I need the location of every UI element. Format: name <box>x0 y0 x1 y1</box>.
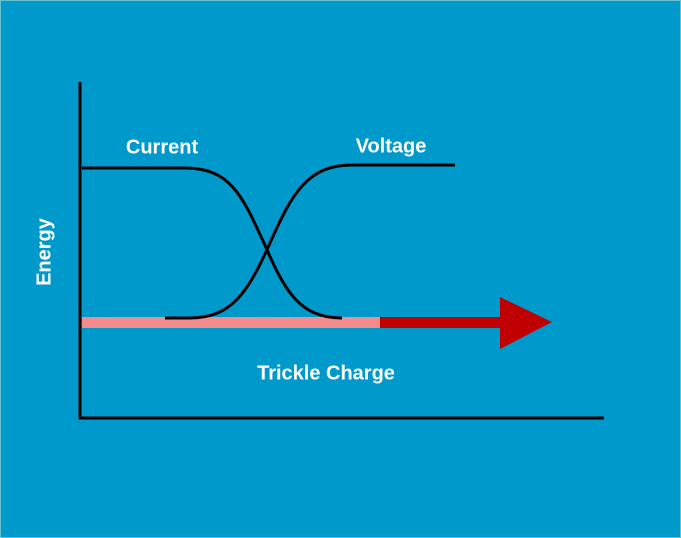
voltage-label: Voltage <box>356 135 427 157</box>
current-label: Current <box>126 136 199 158</box>
arrow-bar-light <box>82 317 380 328</box>
arrow-head <box>500 297 552 349</box>
arrow-bar-dark <box>380 317 502 328</box>
trickle-charge-label: Trickle Charge <box>257 362 395 384</box>
current-curve <box>82 166 343 320</box>
voltage-curve <box>165 163 455 320</box>
y-axis-label: Energy <box>33 217 55 286</box>
